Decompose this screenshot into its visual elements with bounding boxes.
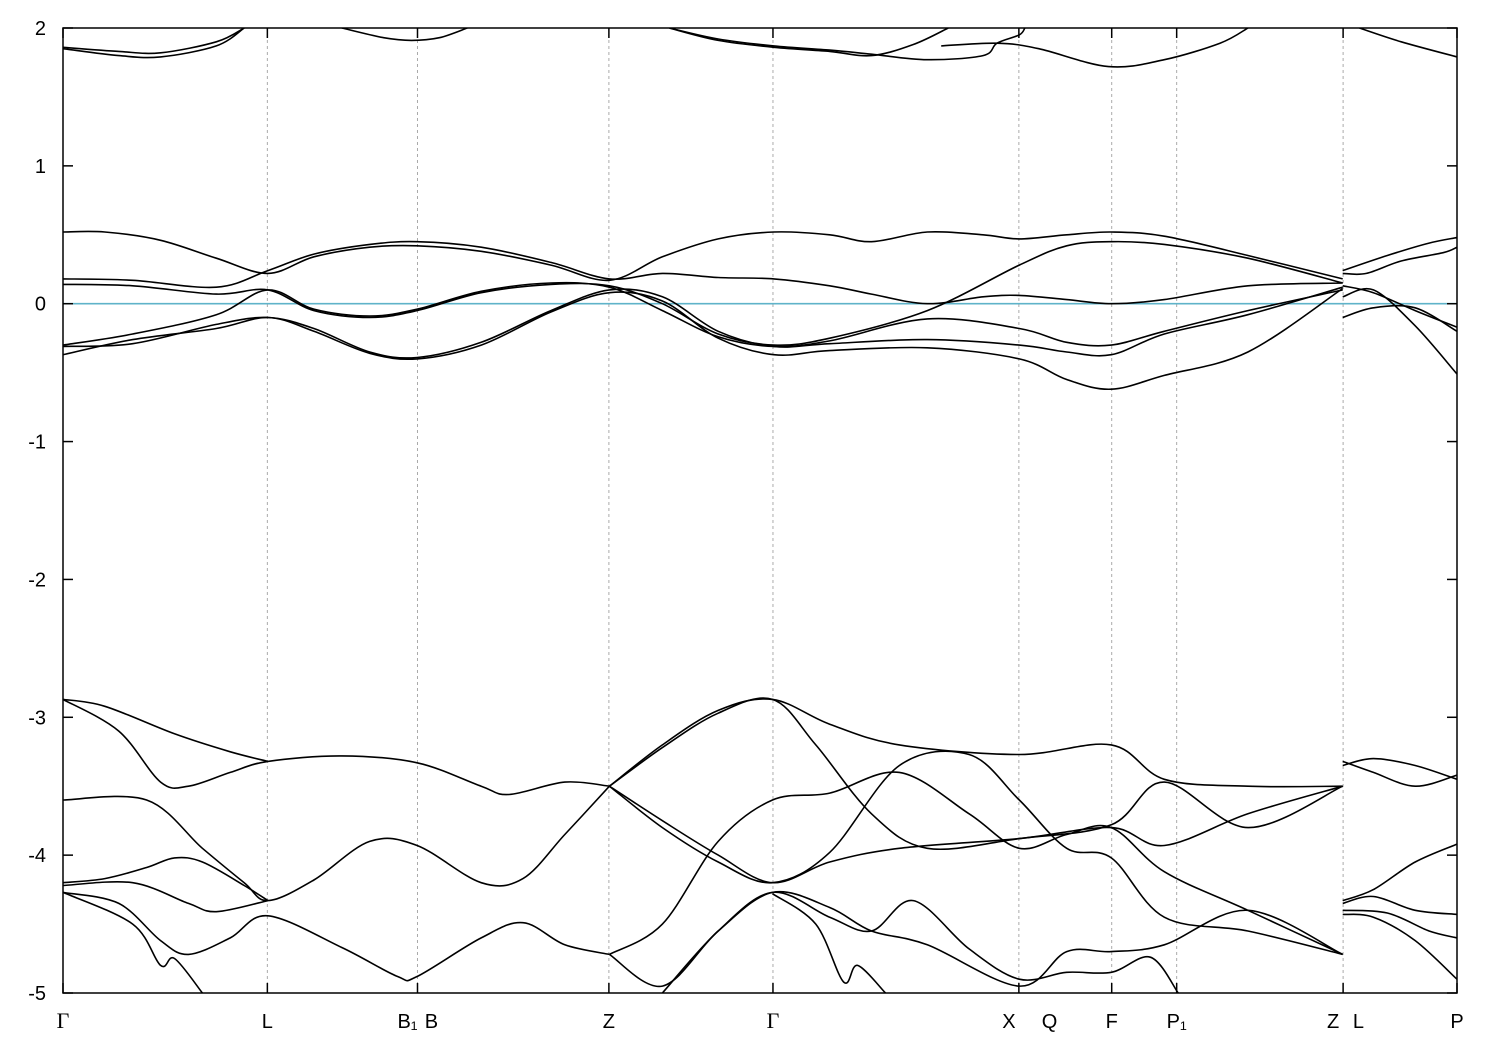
kpoint-label-secondary: L: [1353, 1011, 1364, 1033]
y-tick-label: -4: [28, 845, 46, 867]
band-line: [1342, 304, 1457, 332]
y-axis: 2 1 0 -1 -2 -3 -4 -5: [28, 18, 1457, 1005]
y-tick-label: -3: [28, 707, 46, 729]
band-line: [63, 286, 1343, 359]
band-line: [1342, 909, 1457, 939]
band-line: [1342, 760, 1457, 788]
band-line: [669, 28, 949, 57]
band-line: [609, 771, 1344, 956]
band-line: [1342, 757, 1457, 781]
band-line: [608, 785, 1343, 884]
band-line: [661, 891, 1179, 993]
band-line: [1342, 895, 1457, 916]
kpoint-label: B₁: [397, 1011, 417, 1033]
band-line: [63, 880, 269, 913]
band-line: [1342, 843, 1457, 902]
band-line: [63, 698, 269, 763]
band-line: [63, 28, 245, 55]
kpoint-label-secondary: B: [425, 1011, 438, 1033]
kpoint-label: X: [1002, 1011, 1015, 1033]
kpoint-lines: [266, 28, 1344, 993]
band-line: [63, 785, 610, 902]
band-line: [63, 891, 204, 993]
band-line: [772, 893, 887, 993]
band-line: [1342, 287, 1457, 375]
band-line: [63, 856, 269, 902]
band-line: [1342, 246, 1457, 276]
kpoint-label: Γ: [767, 1008, 780, 1033]
x-axis: Γ L BB₁ Z Γ QX F P₁ LZ P: [57, 28, 1464, 1033]
band-line: [63, 240, 1343, 347]
band-line: [1342, 236, 1457, 272]
band-line: [63, 891, 610, 982]
kpoint-label: L: [262, 1011, 273, 1033]
y-tick-label: -1: [28, 432, 46, 454]
y-tick-label: -2: [28, 569, 46, 591]
kpoint-label: Z: [603, 1011, 615, 1033]
plot-frame: [62, 27, 1458, 994]
band-line: [63, 230, 1343, 282]
bands: [63, 28, 1457, 993]
band-line: [63, 28, 245, 59]
band-line: [341, 28, 468, 42]
band-line: [1359, 28, 1457, 58]
band-line: [63, 698, 610, 796]
band-line: [608, 750, 1343, 956]
y-tick-label: 0: [35, 294, 46, 316]
band-line: [608, 890, 1344, 988]
band-line: [669, 28, 1026, 61]
y-tick-label: 1: [35, 156, 46, 178]
band-line: [63, 281, 1343, 348]
kpoint-label: P₁: [1167, 1011, 1187, 1033]
band-line: [63, 287, 1344, 391]
kpoint-label: Γ: [57, 1008, 70, 1033]
y-tick-label: 2: [35, 18, 46, 40]
band-line: [63, 240, 1343, 305]
kpoint-label: Z: [1327, 1011, 1339, 1033]
kpoint-label: F: [1106, 1011, 1118, 1033]
kpoint-label-secondary: Q: [1042, 1011, 1058, 1033]
band-line: [941, 28, 1249, 68]
band-line: [608, 697, 1344, 851]
band-line: [1342, 913, 1457, 980]
band-line: [608, 698, 1343, 788]
kpoint-label: P: [1450, 1011, 1463, 1033]
y-tick-label: -5: [28, 983, 46, 1005]
